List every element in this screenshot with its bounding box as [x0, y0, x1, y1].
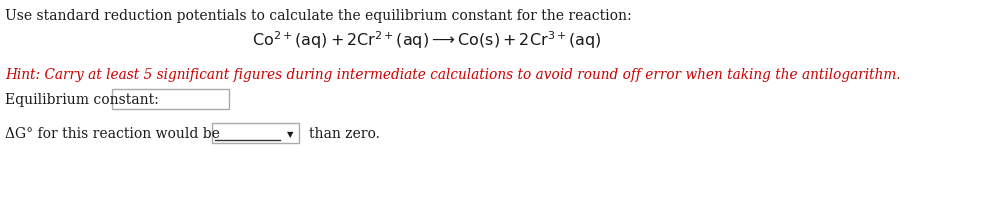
Bar — [113, 90, 229, 109]
Text: Use standard reduction potentials to calculate the equilibrium constant for the : Use standard reduction potentials to cal… — [5, 9, 631, 23]
Bar — [212, 123, 299, 143]
Text: $\mathrm{Co^{2+}(aq) + 2Cr^{2+}(aq)\longrightarrow Co(s) + 2Cr^{3+}(aq)}$: $\mathrm{Co^{2+}(aq) + 2Cr^{2+}(aq)\long… — [252, 29, 602, 50]
Text: Hint: Carry at least 5 significant figures during intermediate calculations to a: Hint: Carry at least 5 significant figur… — [5, 68, 901, 82]
Text: ▼: ▼ — [287, 130, 293, 139]
Text: ΔG° for this reaction would be: ΔG° for this reaction would be — [5, 126, 220, 140]
Text: Equilibrium constant:: Equilibrium constant: — [5, 93, 159, 106]
Text: than zero.: than zero. — [309, 126, 380, 140]
